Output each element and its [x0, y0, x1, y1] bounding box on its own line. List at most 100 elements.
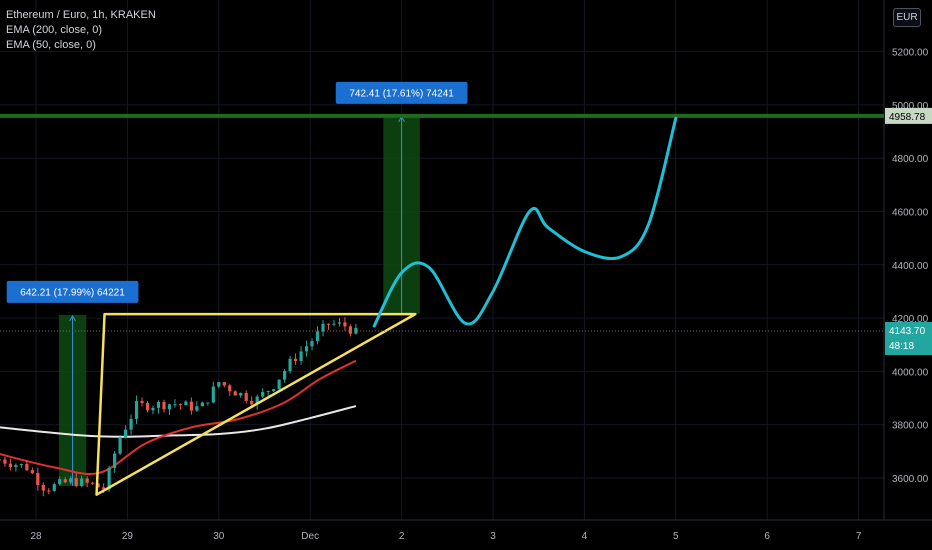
candle-body — [91, 482, 95, 484]
measure-label: 742.41 (17.61%) 74241 — [349, 88, 454, 99]
price-axis-panel[interactable] — [884, 0, 932, 550]
candle-body — [189, 401, 193, 411]
time-tick-label: 28 — [30, 531, 42, 542]
measure-arrowhead — [69, 314, 76, 322]
projection-path[interactable] — [372, 116, 678, 328]
candle-body — [200, 402, 204, 407]
price-tick-label: 4400.00 — [892, 261, 929, 272]
time-tick-label: 7 — [856, 531, 862, 542]
candle-body — [217, 382, 221, 387]
candle-body — [52, 484, 56, 491]
candle-body — [8, 463, 13, 468]
measure-tools[interactable]: 642.21 (17.99%) 64221 742.41 (17.61%) 742… — [6, 81, 468, 486]
candle-body — [239, 392, 243, 396]
candle-body — [304, 346, 309, 352]
candle-body — [283, 370, 287, 380]
candles — [0, 317, 358, 497]
candle-body — [80, 478, 84, 486]
candle-body — [69, 478, 73, 483]
candle-body — [315, 331, 320, 342]
candle-body — [3, 459, 7, 464]
countdown-label: 48:18 — [889, 341, 914, 352]
price-tick-label: 4800.00 — [892, 154, 929, 165]
symbol-title[interactable]: Ethereum / Euro, 1h, KRAKEN — [6, 9, 156, 21]
currency-button[interactable]: EUR — [893, 8, 921, 27]
candle-body — [129, 418, 133, 430]
candle-body — [233, 391, 237, 396]
price-tick-label: 5200.00 — [892, 48, 929, 59]
candle-body — [178, 404, 183, 406]
triangle-shape — [95, 312, 417, 496]
time-tick-label: 30 — [213, 531, 225, 542]
candle-body — [277, 379, 281, 390]
candle-body — [310, 341, 314, 347]
candle-body — [134, 401, 139, 419]
price-tick-label: 3800.00 — [892, 421, 929, 432]
time-tick-label: 6 — [764, 531, 770, 542]
time-tick-label: 29 — [122, 531, 134, 542]
candle-body — [250, 400, 254, 405]
candle-body — [195, 406, 199, 411]
price-tick-label: 4200.00 — [892, 314, 929, 325]
indicator-ema-200[interactable]: EMA (200, close, 0) — [6, 24, 102, 36]
time-tick-label: 2 — [399, 531, 405, 542]
measure-label-box — [6, 280, 139, 303]
price-tick-label: 4000.00 — [892, 367, 929, 378]
price-tick-label: 4600.00 — [892, 208, 929, 219]
triangle-drawing[interactable] — [95, 312, 417, 496]
candle-body — [343, 322, 347, 327]
candle-body — [167, 404, 172, 410]
candle-body — [326, 323, 331, 325]
projection-curve — [372, 116, 678, 328]
candle-body — [74, 478, 78, 486]
candle-body — [244, 392, 248, 401]
price-axis-ticks: 3600.00 3800.00 4000.00 4200.00 4400.00 4600.… — [892, 48, 929, 485]
candle-body — [228, 385, 232, 392]
time-tick-label: 3 — [490, 531, 496, 542]
ema-200-line — [0, 405, 357, 438]
time-tick-label: 5 — [673, 531, 679, 542]
candle-body — [107, 467, 111, 490]
candle-body — [41, 484, 45, 491]
candle-body — [211, 386, 215, 403]
target-price-label: 4958.78 — [889, 112, 926, 123]
candle-body — [222, 382, 226, 386]
candle-body — [123, 429, 128, 438]
candle-body — [140, 401, 144, 404]
candle-body — [162, 401, 166, 410]
time-tick-label: 4 — [582, 531, 588, 542]
ema-200-path — [0, 405, 357, 438]
candle-body — [337, 322, 342, 324]
candle-body — [85, 478, 89, 483]
candle-body — [272, 389, 276, 392]
candle-body — [25, 464, 29, 471]
candle-body — [36, 473, 40, 485]
candle-body — [145, 403, 150, 411]
candle-body — [151, 407, 155, 411]
candle-body — [14, 465, 18, 468]
candle-body — [102, 487, 106, 490]
candle-body — [118, 437, 122, 454]
candle-body — [156, 401, 161, 408]
candle-body — [63, 479, 67, 483]
measure-label: 642.21 (17.99%) 64221 — [20, 287, 125, 298]
candle-body — [0, 459, 2, 461]
grid — [0, 0, 884, 520]
candle-body — [58, 479, 62, 485]
candle-body — [30, 470, 34, 474]
measure-label-box — [335, 81, 468, 104]
candle-body — [332, 323, 336, 325]
ema-50-line — [0, 359, 357, 475]
candle-body — [261, 392, 265, 397]
candle-body — [288, 358, 292, 371]
chart-legend: Ethereum / Euro, 1h, KRAKEN EMA (200, cl… — [6, 8, 156, 53]
candle-body — [113, 453, 117, 468]
price-tick-label: 3600.00 — [892, 474, 929, 485]
candle-body — [206, 402, 210, 404]
candle-body — [184, 401, 188, 406]
candle-body — [255, 396, 259, 405]
indicator-ema-50[interactable]: EMA (50, close, 0) — [6, 39, 96, 51]
price-tags: 4958.78 4143.70 48:18 — [885, 107, 932, 355]
candle-body — [47, 490, 51, 492]
